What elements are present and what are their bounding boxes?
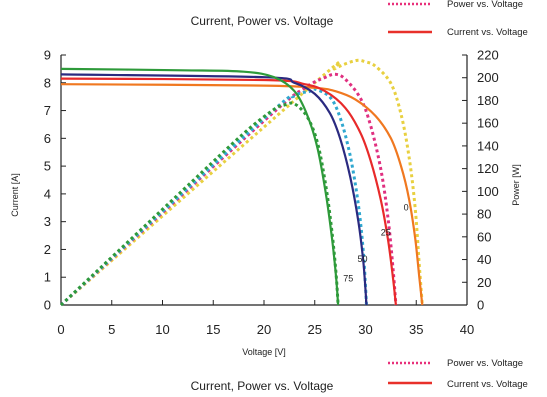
x-tick-label: 0 bbox=[57, 322, 64, 337]
x-tick-label: 40 bbox=[460, 322, 474, 337]
x-axis-ticks: 0 5 10 15 20 25 30 35 40 bbox=[57, 300, 474, 337]
power-curve-75 bbox=[59, 101, 340, 307]
left-tick-label: 0 bbox=[44, 298, 51, 313]
legend-bottom: Power vs. Voltage Current vs. Voltage bbox=[388, 358, 528, 390]
series-layer bbox=[59, 58, 424, 307]
right-tick-label: 60 bbox=[477, 229, 491, 244]
left-tick-label: 8 bbox=[44, 75, 51, 90]
left-tick-label: 2 bbox=[44, 242, 51, 257]
x-tick-label: 15 bbox=[206, 322, 220, 337]
right-tick-label: 220 bbox=[477, 48, 499, 63]
curve-annotation-75: 75 bbox=[343, 273, 353, 283]
right-tick-label: 100 bbox=[477, 184, 499, 199]
y-axis-label-right: Power [W] bbox=[511, 164, 521, 206]
right-tick-label: 140 bbox=[477, 138, 499, 153]
current-curve-0 bbox=[60, 83, 424, 306]
y-axis-label-left: Current [A] bbox=[10, 173, 20, 217]
curve-annotation-25: 25 bbox=[381, 228, 391, 238]
curve-annotation-50: 50 bbox=[357, 254, 367, 264]
x-tick-label: 20 bbox=[257, 322, 271, 337]
left-tick-label: 4 bbox=[44, 186, 51, 201]
left-tick-label: 6 bbox=[44, 131, 51, 146]
right-tick-label: 120 bbox=[477, 161, 499, 176]
right-tick-label: 80 bbox=[477, 207, 491, 222]
x-axis-label: Voltage [V] bbox=[242, 347, 286, 357]
legend-top-current-label: Current vs. Voltage bbox=[447, 27, 528, 38]
x-tick-label: 10 bbox=[155, 322, 169, 337]
curve-annotation-0: 0 bbox=[404, 203, 409, 213]
current-curve-25 bbox=[60, 77, 397, 306]
chart-title-top: Current, Power vs. Voltage bbox=[191, 14, 334, 28]
right-tick-label: 160 bbox=[477, 116, 499, 131]
x-tick-label: 35 bbox=[409, 322, 423, 337]
legend-bottom-current-label: Current vs. Voltage bbox=[447, 379, 528, 390]
x-tick-label: 30 bbox=[358, 322, 372, 337]
left-tick-label: 3 bbox=[44, 214, 51, 229]
right-tick-label: 20 bbox=[477, 275, 491, 290]
left-tick-label: 9 bbox=[44, 48, 51, 63]
left-tick-label: 1 bbox=[44, 270, 51, 285]
x-tick-label: 25 bbox=[308, 322, 322, 337]
right-tick-label: 40 bbox=[477, 252, 491, 267]
legend-top: Power vs. Voltage Current vs. Voltage bbox=[388, 0, 528, 38]
chart-title-bottom: Current, Power vs. Voltage bbox=[191, 379, 334, 393]
right-tick-label: 200 bbox=[477, 70, 499, 85]
current-curve-50 bbox=[60, 73, 368, 306]
current-curve-75 bbox=[60, 67, 340, 306]
left-axis-ticks: 0 1 2 3 4 5 6 7 8 9 bbox=[44, 48, 66, 313]
power-curve-50 bbox=[59, 87, 368, 307]
annotation-layer: 0 25 50 75 bbox=[343, 203, 408, 284]
plot-axes bbox=[60, 55, 468, 306]
legend-bottom-power-label: Power vs. Voltage bbox=[447, 358, 523, 369]
power-curve-25 bbox=[59, 72, 398, 307]
left-tick-label: 7 bbox=[44, 103, 51, 118]
right-tick-label: 0 bbox=[477, 298, 484, 313]
right-axis-ticks: 0 20 40 60 80 100 120 140 160 180 200 220 bbox=[462, 48, 499, 313]
x-tick-label: 5 bbox=[108, 322, 115, 337]
power-curve-0 bbox=[60, 58, 424, 307]
left-tick-label: 5 bbox=[44, 159, 51, 174]
right-tick-label: 180 bbox=[477, 93, 499, 108]
top-title-area: Current, Power vs. Voltage bbox=[191, 14, 334, 28]
legend-top-power-label: Power vs. Voltage bbox=[447, 0, 523, 10]
